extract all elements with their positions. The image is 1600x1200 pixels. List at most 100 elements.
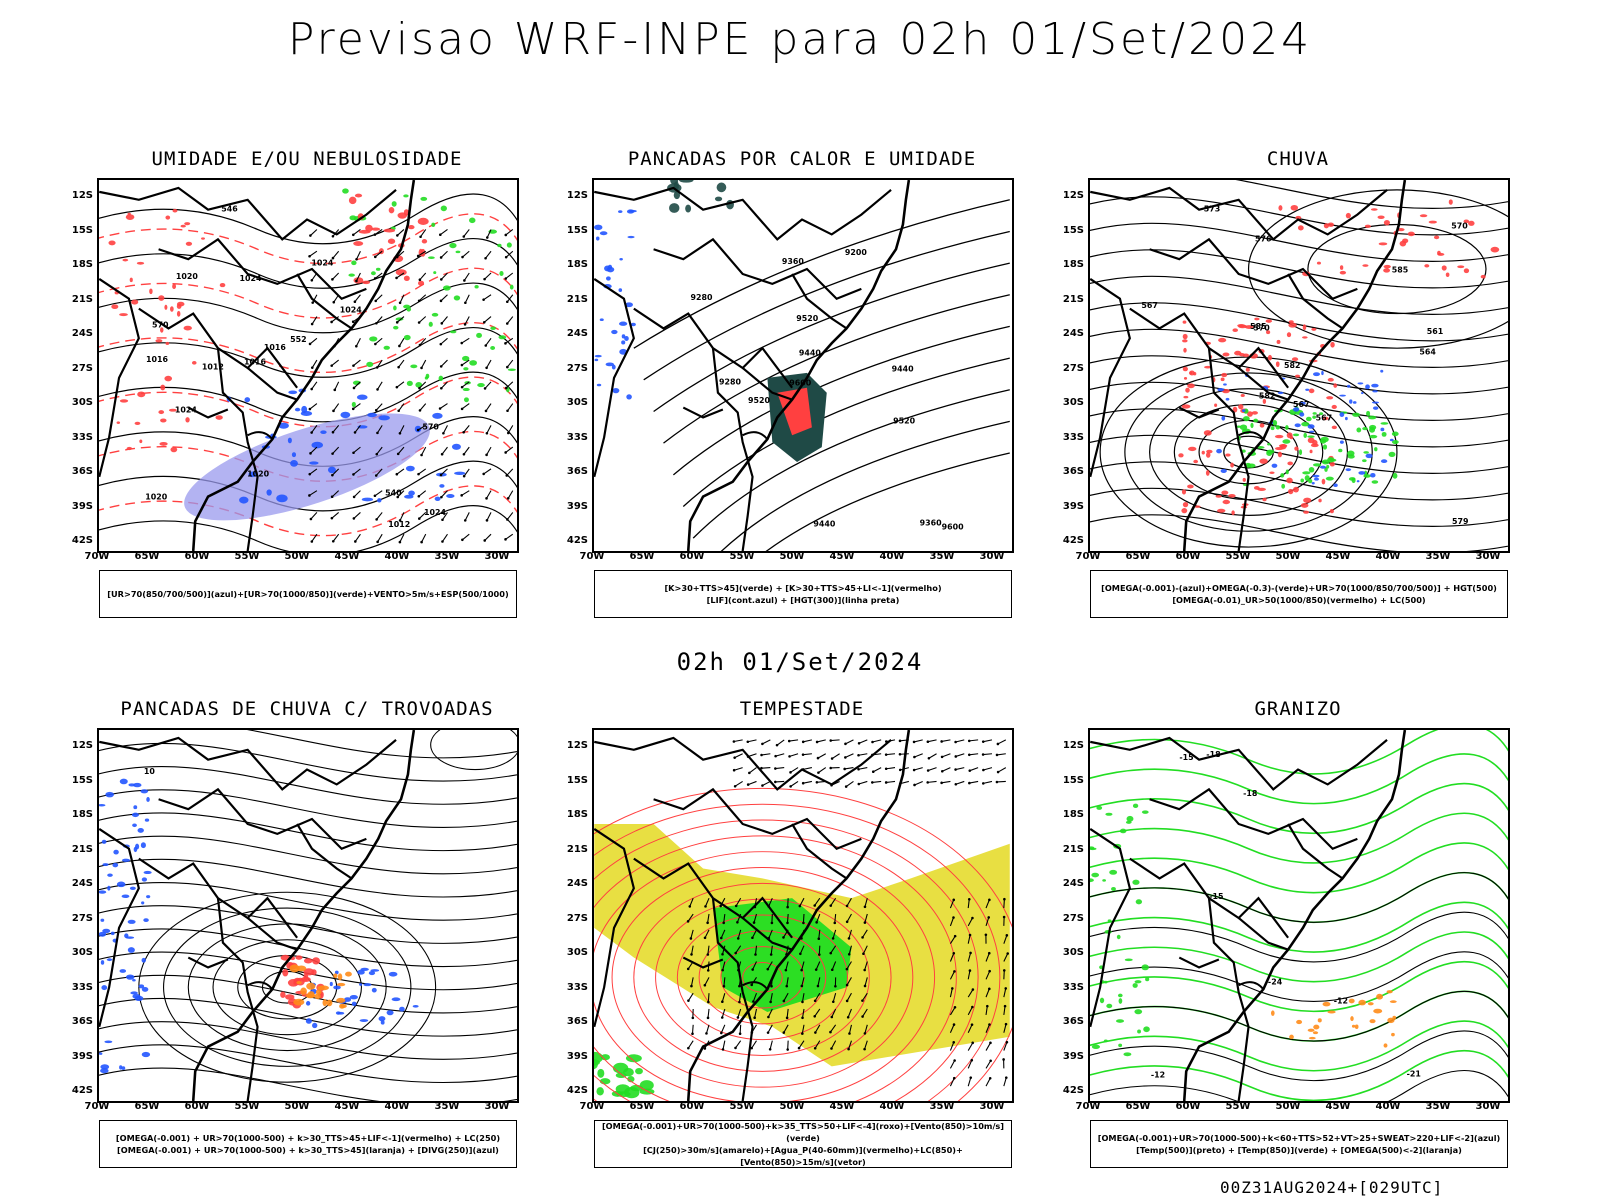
lon-tick-label: 50W [1275,551,1301,562]
lon-tick-label: 60W [184,1101,210,1112]
legend-line: [OMEGA(-0.001)+UR>70(1000-500)+k>35_TTS>… [601,1121,1005,1143]
contour-label: 9600 [789,378,812,387]
lon-tick-label: 70W [1075,1101,1101,1112]
lat-tick-label: 24S [71,878,93,889]
lon-tick-label: 30W [979,1101,1005,1112]
lat-tick-label: 39S [566,1050,588,1062]
lon-tick-label: 70W [1075,551,1101,562]
legend-line: [LIF](cont.azul) + [HGT(300)](linha pret… [706,595,900,605]
lat-tick-label: 24S [1062,878,1084,889]
legend-pancadas-trovoadas: [OMEGA(-0.001) + UR>70(1000-500) + k>30_… [99,1120,517,1168]
lat-tick-label: 15S [1062,224,1084,236]
lon-tick-label: 30W [1475,551,1501,562]
panel-title-umidade: UMIDADE E/OU NEBULOSIDADE [151,148,463,170]
legend-chuva: [OMEGA(-0.001)-(azul)+OMEGA(-0.3)-(verde… [1090,570,1508,618]
lat-tick-label: 21S [71,293,93,305]
lat-tick-label: 36S [566,1016,588,1027]
lat-tick-label: 42S [1062,535,1084,546]
contour-label: -12 [1151,1070,1165,1079]
lon-tick-label: 55W [729,1101,755,1112]
contour-label: -12 [1334,996,1348,1005]
lat-tick-label: 27S [1062,912,1084,924]
legend-umidade: [UR>70(850/700/500)](azul)+[UR>70(1000/8… [99,570,517,618]
lat-tick-label: 36S [1062,466,1084,477]
lat-tick-label: 21S [71,843,93,855]
lon-tick-label: 50W [284,1101,310,1112]
lat-tick-label: 42S [566,1085,588,1096]
lon-tick-label: 70W [84,1101,110,1112]
lat-tick-label: 15S [71,774,93,786]
lat-tick-label: 18S [71,809,93,820]
lat-tick-label: 42S [566,535,588,546]
contour-label: 585 [1250,322,1267,331]
contour-label: 1016 [244,358,267,367]
lat-tick-label: 18S [566,809,588,820]
panel-title-pancadas-trovoadas: PANCADAS DE CHUVA C/ TROVOADAS [120,698,494,720]
lon-tick-label: 50W [779,1101,805,1112]
contour-label: 10 [144,767,156,776]
lat-tick-label: 39S [1062,500,1084,512]
page-title: Previsao WRF-INPE para 02h 01/Set/2024 [287,14,1313,65]
contour-label: 9360 [782,257,805,266]
lat-tick-label: 27S [566,912,588,924]
contour-label: -15 [1209,892,1223,901]
lon-tick-label: 35W [434,1101,460,1112]
run-stamp: 00Z31AUG2024+[029UTC] [1220,1178,1444,1197]
panel-title-tempestade: TEMPESTADE [739,698,865,720]
legend-line: [OMEGA(-0.01)_UR>50(1000/850)(vermelho) … [1172,595,1426,605]
contour-label: -24 [1268,977,1283,986]
contour-label: 9280 [690,293,713,302]
map-tempestade [592,728,1014,1103]
lon-tick-label: 50W [284,551,310,562]
lon-tick-label: 30W [484,1101,510,1112]
lon-tick-label: 65W [134,551,160,562]
contour-label: 1016 [264,343,287,352]
lon-tick-label: 55W [234,1101,260,1112]
lat-tick-label: 42S [1062,1085,1084,1096]
lat-tick-label: 21S [1062,293,1084,305]
contour-label: 9520 [796,314,819,323]
lon-tick-label: 35W [434,551,460,562]
lon-tick-label: 40W [384,551,410,562]
lat-tick-label: 21S [1062,843,1084,855]
lat-tick-label: 30S [71,397,93,408]
lat-tick-label: 27S [71,362,93,374]
contour-label: 540 [385,488,402,497]
lat-tick-label: 42S [71,535,93,546]
lat-tick-label: 39S [1062,1050,1084,1062]
panel-title-chuva: CHUVA [1266,148,1330,170]
lat-tick-label: 42S [71,1085,93,1096]
legend-line: [OMEGA(-0.001)-(azul)+OMEGA(-0.3)-(verde… [1101,583,1497,593]
lon-tick-label: 55W [234,551,260,562]
legend-line: [OMEGA(-0.001) + UR>70(1000-500) + k>30_… [115,1133,501,1143]
lat-tick-label: 36S [1062,1016,1084,1027]
lon-tick-label: 45W [829,1101,855,1112]
lat-tick-label: 30S [1062,947,1084,958]
lat-tick-label: 24S [71,328,93,339]
contour-label: 1016 [146,355,169,364]
legend-line: [Temp(500)](preto) + [Temp(850)](verde) … [1136,1145,1462,1155]
lon-tick-label: 40W [1375,551,1401,562]
lon-tick-label: 60W [1175,1101,1201,1112]
contour-label: 9440 [892,365,915,374]
lat-tick-label: 12S [1062,740,1084,751]
map-pancadas-trovoadas: 10 [97,728,519,1103]
contour-label: 573 [1204,205,1221,214]
lat-tick-label: 39S [71,500,93,512]
contour-label: 1012 [388,520,410,529]
contour-label: 561 [1427,327,1444,336]
lon-tick-label: 30W [484,551,510,562]
legend-pancadas-calor: [K>30+TTS>45](verde) + [K>30+TTS>45+LI<-… [594,570,1012,618]
lon-tick-label: 40W [1375,1101,1401,1112]
lat-tick-label: 27S [71,912,93,924]
lon-tick-label: 55W [1225,551,1251,562]
lon-tick-label: 70W [579,1101,605,1112]
lat-tick-label: 12S [71,740,93,751]
lat-tick-label: 12S [1062,190,1084,201]
contour-label: 570 [422,422,439,431]
contour-label: 1012 [202,363,224,372]
lon-tick-label: 35W [1425,551,1451,562]
contour-label: 546 [221,204,238,213]
lon-tick-label: 40W [879,551,905,562]
lon-tick-label: 45W [1325,551,1351,562]
